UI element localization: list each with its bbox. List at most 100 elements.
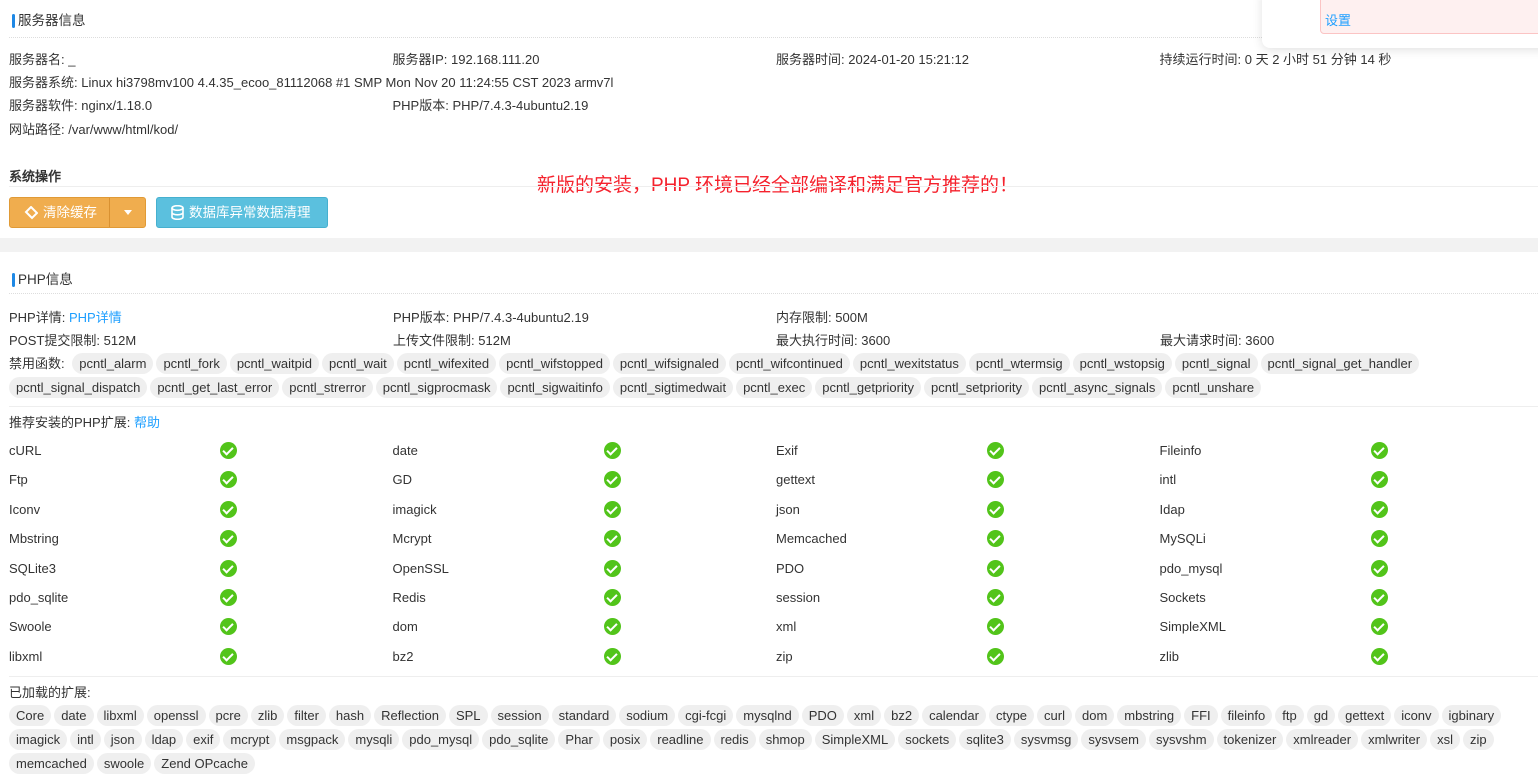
upload-limit-value: 512M (478, 333, 511, 348)
php-detail-link[interactable]: PHP详情 (68, 310, 122, 325)
loaded-extensions: Core date libxml openssl pcre zlib filter hash R… (9, 704, 1538, 776)
extension-item: intl (1160, 470, 1538, 490)
loaded-extension-chip: iconv (1394, 705, 1439, 726)
recommend-help-link[interactable]: 帮助 (133, 415, 160, 430)
extension-item: libxml (9, 647, 392, 667)
disabled-function-chip: pcntl_async_signals (1032, 377, 1163, 398)
info-value: 0 天 2 小时 51 分钟 14 秒 (1244, 52, 1392, 67)
clear-cache-button[interactable]: 清除缓存 (10, 198, 110, 227)
server-info-item: 服务器IP: 192.168.111.20 (393, 50, 540, 70)
loaded-extension-chip: redis (713, 729, 756, 750)
extension-name: dom (392, 619, 418, 635)
divider (9, 676, 1538, 677)
check-circle-icon (603, 589, 621, 606)
loaded-extension-chip: json (103, 729, 142, 750)
extension-item: Swoole (9, 617, 392, 637)
loaded-extension-chip: xml (846, 705, 882, 726)
loaded-extension-chip: msgpack (279, 729, 346, 750)
extension-name: Idap (1159, 501, 1185, 517)
disabled-function-chip: pcntl_wifstopped (499, 353, 610, 374)
check-circle-icon (1370, 647, 1388, 665)
loaded-extension-chip: xmlwriter (1361, 729, 1428, 750)
disabled-function-chip: pcntl_sigtimedwait (612, 377, 734, 398)
php-version-label: PHP版本: (393, 310, 450, 325)
loaded-extension-chip: gettext (1338, 705, 1392, 726)
db-clean-button[interactable]: 数据库异常数据清理 (156, 197, 328, 228)
server-info-item: PHP版本: PHP/7.4.3-4ubuntu2.19 (393, 96, 589, 116)
loaded-label: 已加载的扩展: (9, 685, 91, 700)
recommend-label: 推荐安装的PHP扩展: (9, 415, 131, 430)
check-circle-icon (603, 471, 621, 489)
disabled-function-chip: pcntl_wait (321, 353, 394, 374)
disabled-function-chip: pcntl_waitpid (229, 353, 319, 374)
check-circle-icon (1370, 471, 1388, 489)
extension-name: pdo_mysql (1159, 560, 1223, 576)
server-info-item: 持续运行时间: 0 天 2 小时 51 分钟 14 秒 (1160, 50, 1392, 70)
extension-name: SimpleXML (1159, 619, 1226, 635)
check-circle-icon (220, 589, 237, 606)
php-detail-label: PHP详情: (9, 310, 66, 325)
loaded-extension-chip: mbstring (1117, 705, 1182, 726)
disabled-function-chip: pcntl_strerror (282, 377, 373, 398)
extension-item: pdo_mysql (1160, 559, 1538, 579)
loaded-extension-chip: tokenizer (1216, 729, 1284, 750)
extension-name: session (776, 590, 821, 605)
check-circle-icon (220, 530, 237, 548)
loaded-extension-chip: Zend OPcache (154, 753, 255, 774)
info-label: 持续运行时间: (1159, 52, 1242, 67)
loaded-extension-chip: sysvshm (1148, 729, 1214, 750)
loaded-extension-chip: readline (650, 729, 711, 750)
exec-time-label: 最大执行时间: (776, 333, 858, 348)
extension-name: zlib (1159, 648, 1180, 664)
loaded-extension-chip: ctype (988, 705, 1035, 726)
disabled-functions: 禁用函数: pcntl_alarm pcntl_fork pcntl_waitpid… (9, 352, 1538, 400)
request-time-label: 最大请求时间: (1160, 333, 1242, 348)
extension-row: Iconv imagick json Idap (9, 500, 1538, 520)
check-circle-icon (220, 559, 237, 577)
notice-text: 新版的安装，PHP 环境已经全部编译和满足官方推荐的！ (537, 175, 1019, 196)
check-circle-icon (603, 647, 621, 665)
clear-cache-dropdown-toggle[interactable] (110, 210, 145, 215)
loaded-extension-chip: ftp (1275, 705, 1304, 726)
extension-item: GD (393, 470, 776, 490)
loaded-extension-chip: session (490, 705, 549, 726)
loaded-extension-chip: pdo_sqlite (482, 729, 556, 750)
extension-row: Mbstring Mcrypt Memcached MySQLi (9, 529, 1538, 549)
extension-row: libxml bz2 zip zlib (9, 647, 1538, 667)
loaded-extension-chip: zip (1462, 729, 1494, 750)
server-info-title: 服务器信息 (9, 13, 86, 29)
extension-item: cURL (9, 441, 392, 461)
disabled-function-chip: pcntl_wstopsig (1072, 353, 1172, 374)
extension-item: dom (393, 617, 776, 637)
recommend-row: 推荐安装的PHP扩展: 帮助 (9, 413, 160, 433)
server-info-item: 服务器系统: Linux hi3798mv100 4.4.35_ecoo_811… (9, 73, 613, 93)
extension-item: gettext (776, 470, 1159, 490)
check-circle-icon (1370, 500, 1388, 518)
extension-item: json (776, 500, 1159, 520)
extension-item: Sockets (1160, 588, 1538, 608)
loaded-extension-chip: imagick (9, 729, 68, 750)
extension-item: session (776, 588, 1159, 608)
check-circle-icon (220, 442, 237, 459)
extension-name: Memcached (776, 531, 847, 547)
disabled-function-chip: pcntl_setpriority (924, 377, 1030, 398)
info-label: 服务器系统: (9, 75, 78, 90)
eraser-icon (24, 205, 38, 219)
extension-name: Exif (776, 443, 798, 458)
disabled-function-chip: pcntl_wifcontinued (728, 353, 850, 374)
extension-item: Mcrypt (393, 529, 776, 549)
check-circle-icon (603, 530, 621, 548)
extension-item: date (393, 441, 776, 461)
info-value: Linux hi3798mv100 4.4.35_ecoo_81112068 #… (81, 75, 614, 90)
disabled-function-chip: pcntl_alarm (72, 353, 154, 374)
loaded-extension-chip: FFI (1184, 705, 1218, 726)
disabled-function-chip: pcntl_wexitstatus (852, 353, 966, 374)
check-circle-icon (1370, 589, 1388, 606)
memory-limit-value: 500M (835, 310, 868, 325)
extension-item: Idap (1160, 500, 1538, 520)
settings-link[interactable]: 设置 (1325, 13, 1352, 28)
post-limit-label: POST提交限制: (9, 333, 101, 348)
extension-row: pdo_sqlite Redis session Sockets (9, 588, 1538, 608)
extension-item: Memcached (776, 529, 1159, 549)
divider (9, 186, 1538, 187)
